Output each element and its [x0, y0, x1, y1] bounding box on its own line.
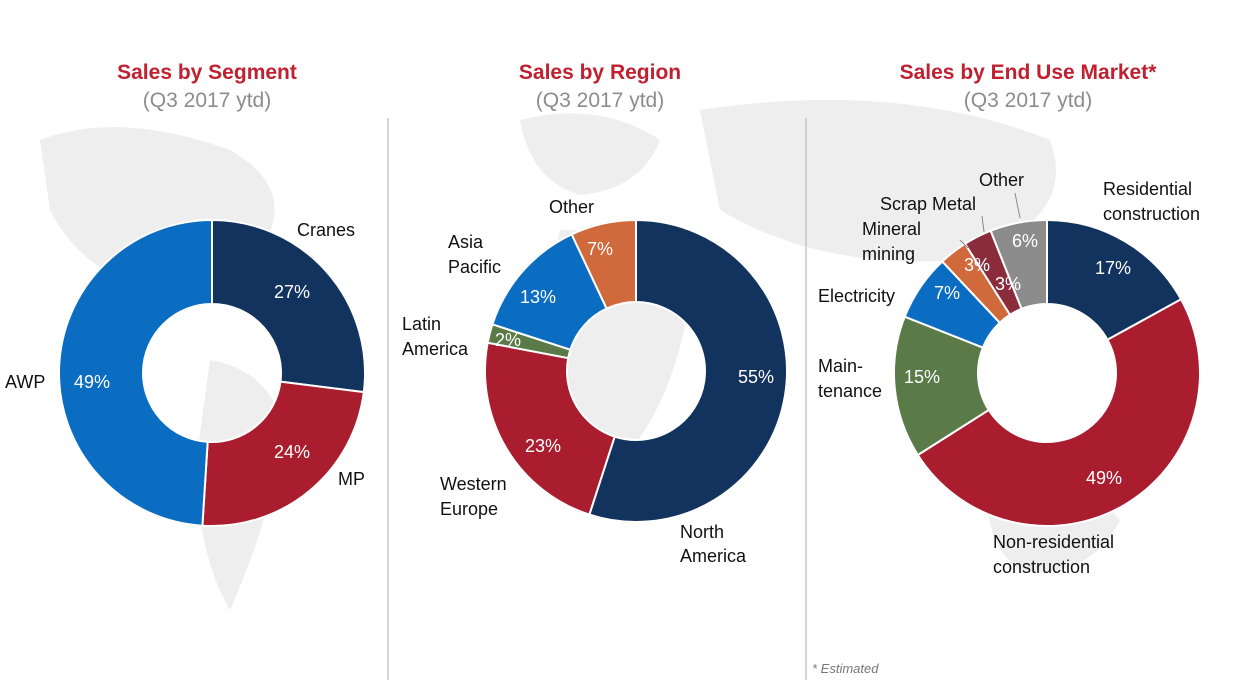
donut-slice-other: [989, 218, 1048, 311]
leader-line-mineral-mining: [959, 239, 969, 249]
label-line: Pacific: [448, 257, 501, 277]
chart-sales-by-segment: Sales by Segment (Q3 2017 ytd) 27% 24% 49%…: [5, 61, 366, 527]
chart-subtitle: (Q3 2017 ytd): [964, 89, 1092, 112]
label-line: Western: [440, 474, 507, 494]
outer-label-scrap-metal: Scrap Metal: [880, 194, 976, 214]
data-label-non-residential-construction: 49%: [1086, 468, 1122, 488]
label-line: America: [680, 546, 747, 566]
data-label-other: 6%: [1012, 231, 1038, 251]
donut-slice-residential-construction: [1046, 218, 1183, 342]
data-label-asia-pacific: 13%: [520, 287, 556, 307]
data-label-north-america: 55%: [738, 367, 774, 387]
outer-label-mineral-mining: Mineral mining: [862, 219, 921, 264]
europe-shape: [520, 113, 660, 195]
outer-label-mp: MP: [338, 469, 365, 489]
label-line: North: [680, 522, 724, 542]
donut-region: 55% 23% 2% 13% 7%: [484, 218, 788, 523]
label-line: construction: [1103, 204, 1200, 224]
chart-sales-by-region: Sales by Region (Q3 2017 ytd) 55% 23% 2% 13…: [402, 61, 788, 566]
label-line: construction: [993, 557, 1090, 577]
data-label-main-tenance: 15%: [904, 367, 940, 387]
label-line: America: [402, 339, 469, 359]
outer-label-awp: AWP: [5, 372, 45, 392]
label-line: Residential: [1103, 179, 1192, 199]
chart-title: Sales by End Use Market*: [900, 61, 1158, 84]
label-line: Mineral: [862, 219, 921, 239]
outer-label-western-europe: Western Europe: [440, 474, 507, 519]
outer-label-non-residential-construction: Non-residential construction: [993, 532, 1114, 577]
outer-label-residential-construction: Residential construction: [1103, 179, 1200, 224]
data-label-cranes: 27%: [274, 282, 310, 302]
data-label-other: 7%: [587, 239, 613, 259]
chart-sales-by-end-use-market: Sales by End Use Market* (Q3 2017 ytd) 1…: [818, 61, 1201, 577]
label-line: Asia: [448, 232, 484, 252]
label-line: Latin: [402, 314, 441, 334]
donut-segment: 27% 24% 49%: [58, 218, 366, 527]
donut-end-use-market: 17%49%15%7%3%3%6%: [893, 218, 1201, 527]
asia-shape: [700, 100, 1056, 262]
label-line: mining: [862, 244, 915, 264]
chart-title: Sales by Segment: [117, 61, 297, 84]
donut-slice-non-residential-construction: [916, 297, 1201, 527]
outer-label-electricity: Electricity: [818, 286, 895, 306]
outer-label-cranes: Cranes: [297, 220, 355, 240]
donut-slice-mp: [201, 380, 365, 527]
data-label-residential-construction: 17%: [1095, 258, 1131, 278]
outer-label-asia-pacific: Asia Pacific: [448, 232, 501, 277]
outer-label-other: Other: [979, 170, 1024, 190]
data-label-latin-america: 2%: [495, 330, 521, 350]
donut-slice-western-europe: [484, 341, 616, 516]
outer-label-maintenance: Main-tenance: [818, 356, 882, 401]
data-label-electricity: 7%: [934, 283, 960, 303]
outer-label-other: Other: [549, 197, 594, 217]
leader-line-scrap-metal: [981, 215, 985, 233]
data-label-western-europe: 23%: [525, 436, 561, 456]
donut-slice-awp: [58, 218, 213, 527]
data-label-awp: 49%: [74, 372, 110, 392]
donut-slice-north-america: [588, 218, 788, 523]
donut-slice-other: [570, 218, 637, 310]
label-line: Main-: [818, 356, 863, 376]
chart-title: Sales by Region: [519, 61, 681, 84]
leader-line-other: [1014, 192, 1021, 219]
label-line: Europe: [440, 499, 498, 519]
outer-label-north-america: North America: [680, 522, 747, 566]
data-label-scrap-metal: 3%: [995, 274, 1021, 294]
chart-subtitle: (Q3 2017 ytd): [536, 89, 664, 112]
data-label-mp: 24%: [274, 442, 310, 462]
chart-subtitle: (Q3 2017 ytd): [143, 89, 271, 112]
outer-label-latin-america: Latin America: [402, 314, 469, 359]
data-label-mineral-mining: 3%: [964, 255, 990, 275]
footnote-estimated: * Estimated: [812, 661, 879, 676]
label-line: tenance: [818, 381, 882, 401]
donut-slice-cranes: [211, 218, 366, 394]
label-line: Non-residential: [993, 532, 1114, 552]
